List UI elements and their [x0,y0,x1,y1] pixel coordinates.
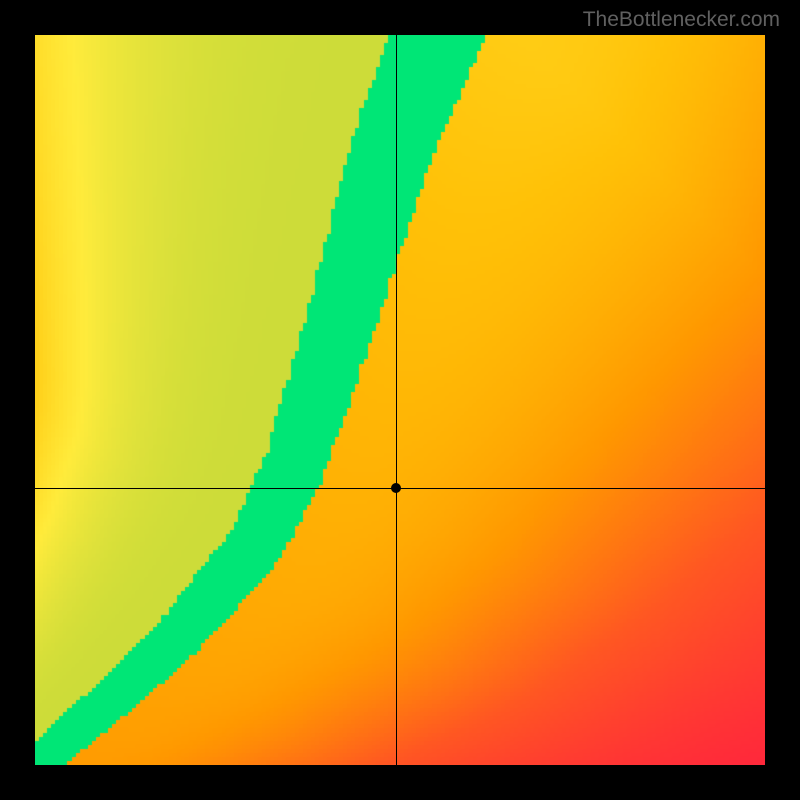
heatmap-canvas [35,35,765,765]
watermark-text: TheBottlenecker.com [583,8,780,32]
crosshair-marker-dot [391,483,401,493]
crosshair-vertical [396,35,397,765]
